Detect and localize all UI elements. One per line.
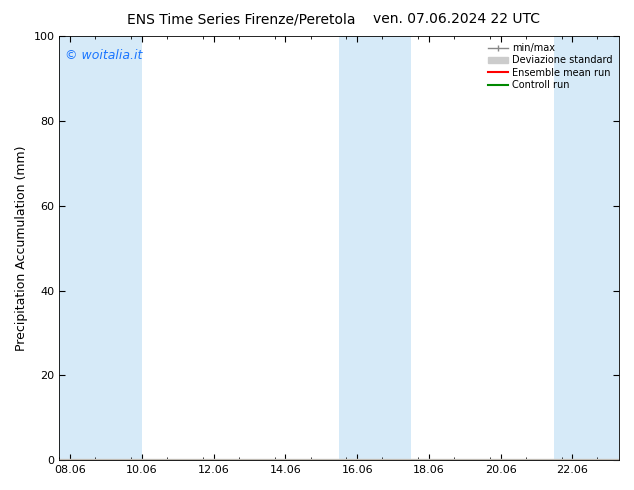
Bar	[60, 36, 142, 460]
Text: ENS Time Series Firenze/Peretola: ENS Time Series Firenze/Peretola	[127, 12, 355, 26]
Legend: min/max, Deviazione standard, Ensemble mean run, Controll run: min/max, Deviazione standard, Ensemble m…	[486, 41, 614, 92]
Text: ven. 07.06.2024 22 UTC: ven. 07.06.2024 22 UTC	[373, 12, 540, 26]
Y-axis label: Precipitation Accumulation (mm): Precipitation Accumulation (mm)	[15, 146, 28, 351]
Bar	[554, 36, 619, 460]
Bar	[339, 36, 411, 460]
Text: © woitalia.it: © woitalia.it	[65, 49, 143, 62]
